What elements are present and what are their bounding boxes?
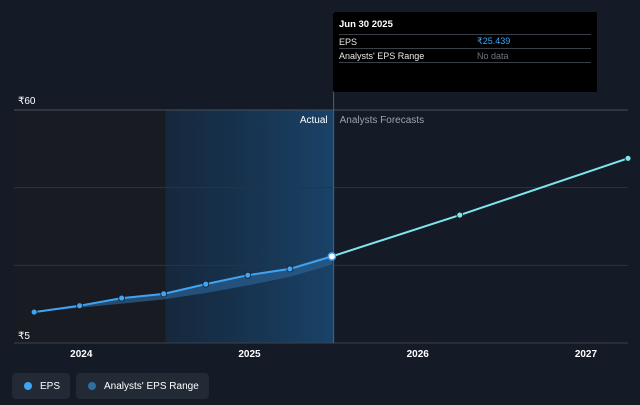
forecast-point	[624, 154, 632, 162]
tooltip-row-eps: EPS ₹25.439	[339, 34, 591, 48]
x-tick-label: 2024	[70, 349, 93, 360]
eps-line	[34, 255, 333, 314]
past-region-shade	[14, 110, 166, 343]
legend-item-eps[interactable]: EPS	[12, 373, 71, 399]
x-tick-label: 2026	[407, 349, 430, 360]
tooltip-eps-value: ₹25.439	[477, 36, 511, 46]
forecast-line	[331, 157, 629, 258]
legend-swatch-eps	[24, 382, 32, 390]
eps-point	[244, 271, 252, 279]
eps-point	[160, 290, 168, 298]
x-tick-label: 2027	[575, 349, 598, 360]
legend: EPS Analysts' EPS Range	[12, 373, 209, 399]
forecast-label: Analysts Forecasts	[340, 115, 424, 126]
legend-label-eps-range: Analysts' EPS Range	[104, 380, 199, 392]
tooltip-date: Jun 30 2025	[339, 19, 393, 30]
y-tick-label: ₹5	[18, 331, 30, 342]
eps-point	[76, 302, 84, 310]
y-tick-label: ₹60	[18, 96, 36, 107]
tooltip-range-value: No data	[477, 50, 509, 61]
eps-point	[30, 308, 38, 316]
highlight-region	[165, 110, 334, 343]
eps-point	[286, 265, 294, 273]
tooltip-row-range: Analysts' EPS Range No data	[339, 48, 591, 63]
forecast-point	[327, 252, 337, 261]
forecast-point	[456, 211, 464, 219]
legend-label-eps: EPS	[40, 380, 61, 392]
legend-item-eps-range[interactable]: Analysts' EPS Range	[76, 373, 209, 399]
eps-point	[118, 294, 126, 302]
x-tick-label: 2025	[238, 349, 261, 360]
actual-label: Actual	[300, 115, 328, 126]
legend-swatch-eps-range	[88, 382, 97, 390]
tooltip-range-label: Analysts' EPS Range	[339, 50, 425, 61]
eps-point	[202, 280, 210, 288]
tooltip-eps-label: EPS	[339, 36, 358, 47]
tooltip: Jun 30 2025 EPS ₹25.439 Analysts' EPS Ra…	[333, 12, 597, 92]
